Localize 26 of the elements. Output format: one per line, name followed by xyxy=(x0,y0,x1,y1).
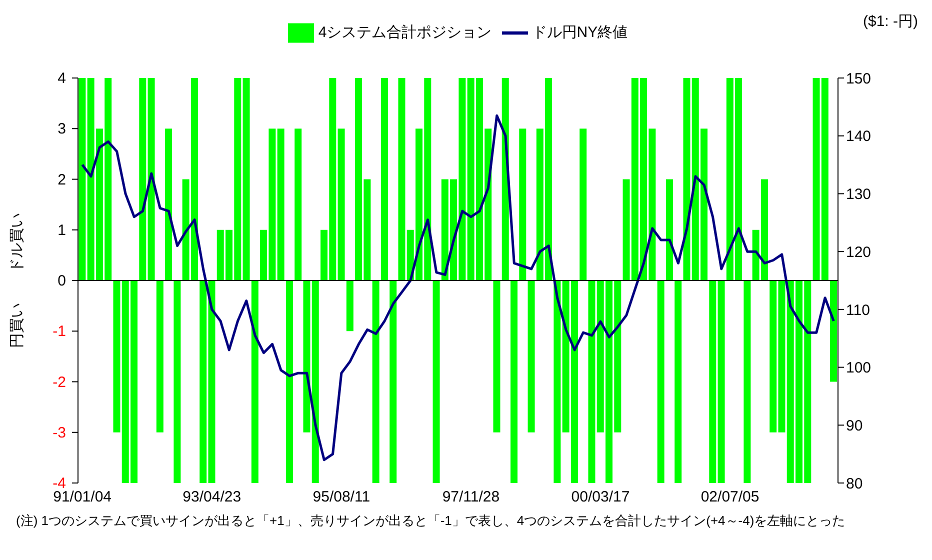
y2-tick-label: 90 xyxy=(846,417,863,434)
text: (注) 1つのシステムで買いサインが出ると「+1」、売りサインが出ると「-1」で表し、4つのシステムを合計したサイン(+4～-4)を左軸にとった xyxy=(15,513,846,529)
y-tick-label: 1 xyxy=(58,222,66,239)
y-tick-label: 0 xyxy=(58,272,66,290)
y2-axis-title: ($1: -円) xyxy=(862,12,918,31)
y-tick-label: 4 xyxy=(58,70,66,87)
x-tick-label: 02/07/05 xyxy=(700,488,760,506)
legend-label: ドル円NY終値 xyxy=(532,24,628,41)
x-tick-label: 93/04/23 xyxy=(182,488,242,506)
y2-tick-label: 150 xyxy=(846,70,872,88)
y-tick-label: -3 xyxy=(52,424,66,442)
y2-tick-label: 120 xyxy=(846,244,872,261)
y2-tick-label: 80 xyxy=(846,475,863,492)
x-tick-label: 97/11/28 xyxy=(442,488,500,506)
y-tick-label: -1 xyxy=(52,323,66,340)
y2-tick-label: 100 xyxy=(846,360,872,377)
y-tick-label: 3 xyxy=(58,120,66,138)
legend-label: 4システム合計ポジション xyxy=(318,24,492,41)
y-tick-label: -2 xyxy=(52,374,66,391)
x-tick-label: 95/08/11 xyxy=(312,488,370,506)
y2-tick-label: 140 xyxy=(846,128,872,146)
y-tick-label: 2 xyxy=(58,171,66,188)
y2-tick-label: 110 xyxy=(846,302,870,319)
y-axis-title: 円買い ドル買い xyxy=(8,213,26,348)
y2-tick-label: 130 xyxy=(846,186,872,204)
x-tick-label: 00/03/17 xyxy=(571,488,630,506)
